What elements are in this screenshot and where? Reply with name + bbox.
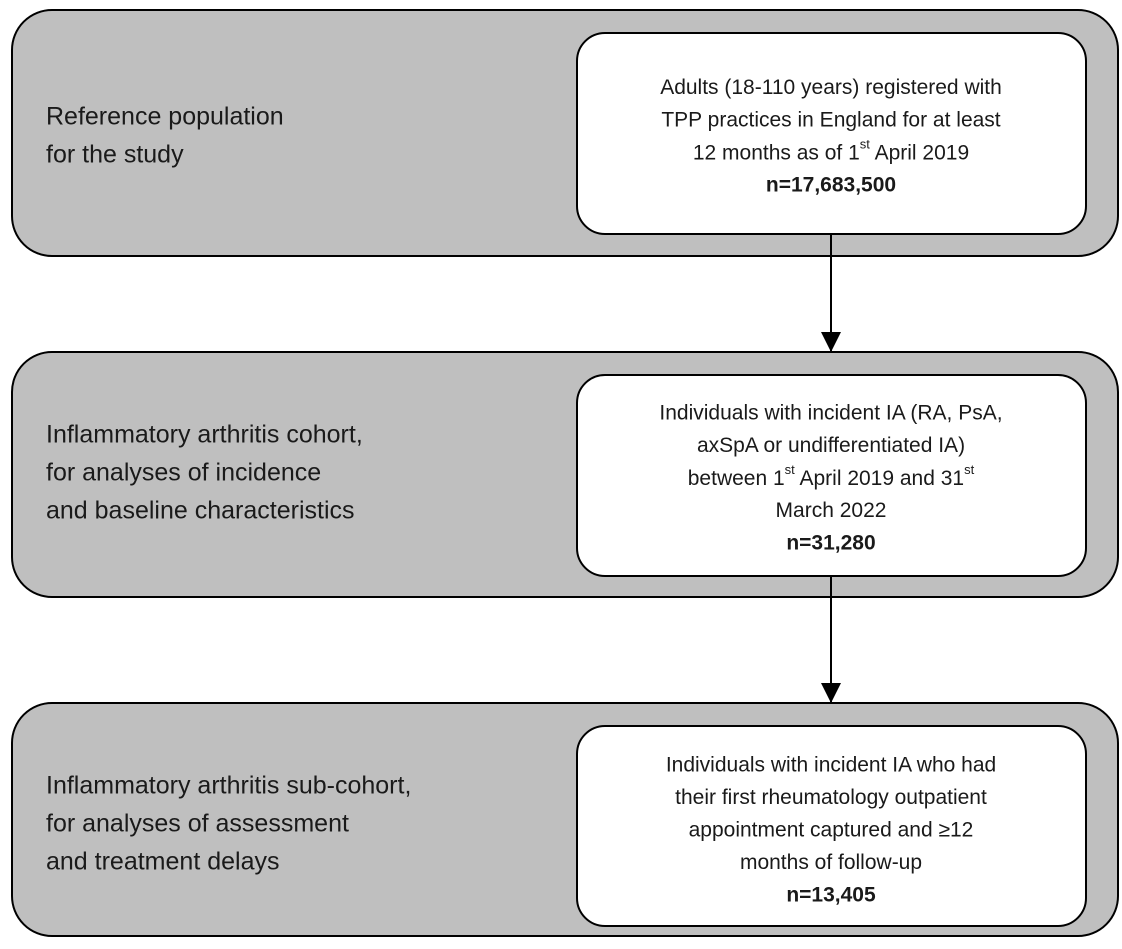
superscript: st <box>860 137 871 152</box>
box-text: axSpA or undifferentiated IA) <box>697 434 965 457</box>
text-part: April 2019 <box>870 141 969 164</box>
box-text: March 2022 <box>776 499 887 522</box>
box-text: their first rheumatology outpatient <box>675 786 987 809</box>
text-part: April 2019 and 31 <box>795 467 964 490</box>
superscript: st <box>785 462 796 477</box>
text-part: 12 months as of 1 <box>693 141 860 164</box>
box-text: 12 months as of 1st April 2019 <box>693 137 969 164</box>
stage-label: Inflammatory arthritis sub-cohort, <box>46 772 411 800</box>
text-part: between 1 <box>688 467 785 490</box>
stage-box <box>576 725 1087 927</box>
box-text: Individuals with incident IA (RA, PsA, <box>659 402 1002 425</box>
stage-label: Reference population <box>46 103 284 131</box>
count: n=31,280 <box>786 532 875 555</box>
count: n=17,683,500 <box>766 173 896 196</box>
count: n=13,405 <box>786 884 876 907</box>
box-text: appointment captured and ≥12 <box>689 819 974 842</box>
box-text: TPP practices in England for at least <box>661 108 1000 131</box>
stage-label: for analyses of incidence <box>46 459 321 487</box>
box-text: between 1st April 2019 and 31st <box>688 462 975 489</box>
stage-label: Inflammatory arthritis cohort, <box>46 421 363 449</box>
superscript: st <box>964 462 975 477</box>
stage-label: for the study <box>46 141 184 169</box>
stage-label: and treatment delays <box>46 848 279 876</box>
box-text: Adults (18-110 years) registered with <box>660 76 1002 99</box>
box-text: Individuals with incident IA who had <box>666 754 996 777</box>
stage-label: for analyses of assessment <box>46 810 349 838</box>
stage-box <box>576 32 1087 235</box>
stage-label: and baseline characteristics <box>46 497 355 525</box>
box-text: months of follow-up <box>740 851 922 874</box>
